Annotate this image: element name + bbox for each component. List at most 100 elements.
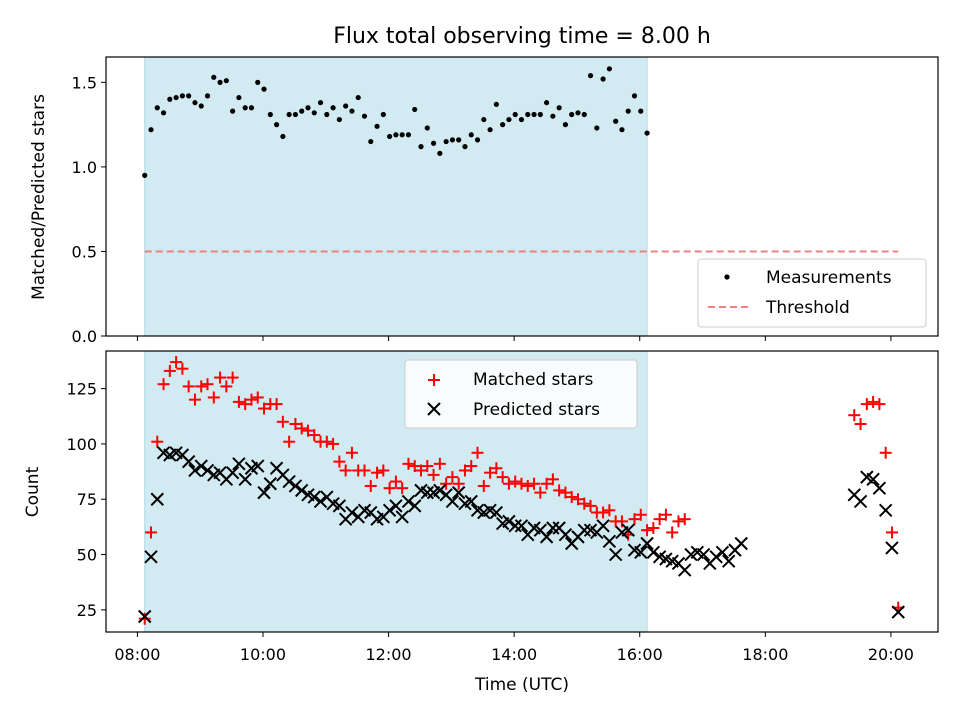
measurement-point: [198, 103, 204, 109]
measurement-point: [305, 105, 311, 111]
counts-y-axis-label: Count: [23, 466, 43, 517]
measurement-point: [349, 108, 355, 114]
measurement-point: [512, 111, 518, 118]
matched-point: [496, 471, 509, 484]
measurement-point: [255, 79, 261, 85]
predicted-point: [181, 454, 196, 469]
measurement-point: [474, 137, 481, 143]
predicted-point: [546, 521, 560, 535]
matched-point: [245, 393, 258, 406]
measurement-point: [324, 111, 330, 118]
matched-point: [232, 395, 245, 408]
predicted-point: [225, 465, 240, 480]
measurement-point: [393, 132, 399, 138]
predicted-point: [514, 519, 529, 533]
matched-point: [138, 612, 151, 625]
predicted-point: [445, 494, 460, 509]
predicted-point: [332, 499, 347, 513]
matched-point: [188, 393, 201, 406]
predicted-point: [420, 485, 434, 500]
matched-point: [276, 415, 289, 428]
matched-point: [597, 506, 610, 519]
matched-point: [490, 462, 503, 475]
measurement-point: [380, 111, 386, 118]
matched-point: [615, 515, 628, 528]
measurement-point: [525, 111, 531, 118]
measurement-point: [543, 100, 550, 106]
matched-point: [327, 437, 340, 450]
x-tick-label: 18:00: [742, 645, 788, 664]
predicted-point: [294, 483, 309, 498]
ratio-y-ticks: 0.0 0.5 1.0 1.5: [72, 73, 106, 346]
predicted-point: [709, 550, 723, 564]
y-tick-label: 100: [66, 435, 97, 454]
matched-point: [170, 356, 183, 369]
measurement-point: [506, 116, 512, 123]
predicted-point: [401, 494, 416, 509]
measurement-point: [267, 111, 273, 118]
predicted-point: [608, 547, 623, 562]
predicted-point: [596, 519, 610, 533]
predicted-point: [150, 492, 164, 506]
y-tick-label: 0.0: [72, 327, 97, 346]
ratio-points-layer: [142, 66, 650, 178]
measurement-point: [600, 76, 606, 82]
y-tick-label: 1.0: [72, 158, 97, 177]
matched-point: [433, 457, 446, 470]
measurement-point: [299, 108, 305, 114]
predicted-point: [678, 563, 692, 577]
y-tick-label: 75: [77, 490, 97, 509]
predicted-point: [433, 483, 447, 498]
predicted-point: [539, 530, 554, 544]
matched-point: [848, 409, 861, 422]
x-axis-label: Time (UTC): [474, 675, 569, 695]
matched-point: [452, 477, 465, 490]
matched-point: [559, 486, 572, 499]
predicted-point: [885, 541, 899, 555]
predicted-point: [646, 545, 661, 560]
predicted-point: [188, 463, 202, 478]
measurement-point: [531, 111, 537, 118]
measurement-point: [562, 122, 569, 128]
measurement-point: [261, 86, 267, 92]
matched-point: [440, 477, 453, 490]
predicted-point: [872, 481, 887, 495]
matched-point: [383, 482, 396, 495]
measurement-point: [204, 93, 211, 99]
measurement-point: [361, 113, 368, 119]
y-tick-label: 50: [77, 546, 97, 565]
predicted-point: [853, 494, 868, 509]
matched-point: [295, 422, 308, 435]
measurement-point: [481, 116, 487, 123]
x-tick-label: 08:00: [114, 645, 160, 664]
ratio-legend: Measurements Threshold: [697, 258, 927, 328]
matched-point: [465, 460, 478, 473]
matched-point: [515, 477, 528, 490]
measurement-point: [179, 93, 185, 99]
matched-point: [584, 499, 597, 512]
predicted-point: [621, 523, 635, 537]
measurement-point: [292, 111, 299, 118]
matched-point: [207, 391, 220, 404]
matched-point: [873, 398, 886, 411]
matched-point: [389, 475, 402, 488]
predicted-point: [144, 550, 158, 564]
legend-measurements-marker: [724, 274, 730, 280]
predicted-point: [138, 609, 152, 624]
matched-point: [195, 380, 208, 393]
matched-point: [553, 484, 566, 497]
matched-point: [358, 464, 371, 477]
ratio-panel: 0.0 0.5 1.0 1.5 Matched/Predicted stars Mea…: [29, 56, 939, 346]
predicted-point: [602, 534, 617, 548]
matched-point: [484, 466, 497, 479]
matched-point: [163, 364, 176, 377]
measurement-point: [581, 111, 587, 118]
predicted-point: [866, 472, 880, 487]
matched-point: [364, 479, 377, 492]
matched-point: [571, 493, 584, 506]
measurement-point: [644, 130, 650, 136]
predicted-point: [313, 494, 328, 509]
measurement-point: [449, 137, 456, 143]
measurement-point: [468, 132, 474, 138]
